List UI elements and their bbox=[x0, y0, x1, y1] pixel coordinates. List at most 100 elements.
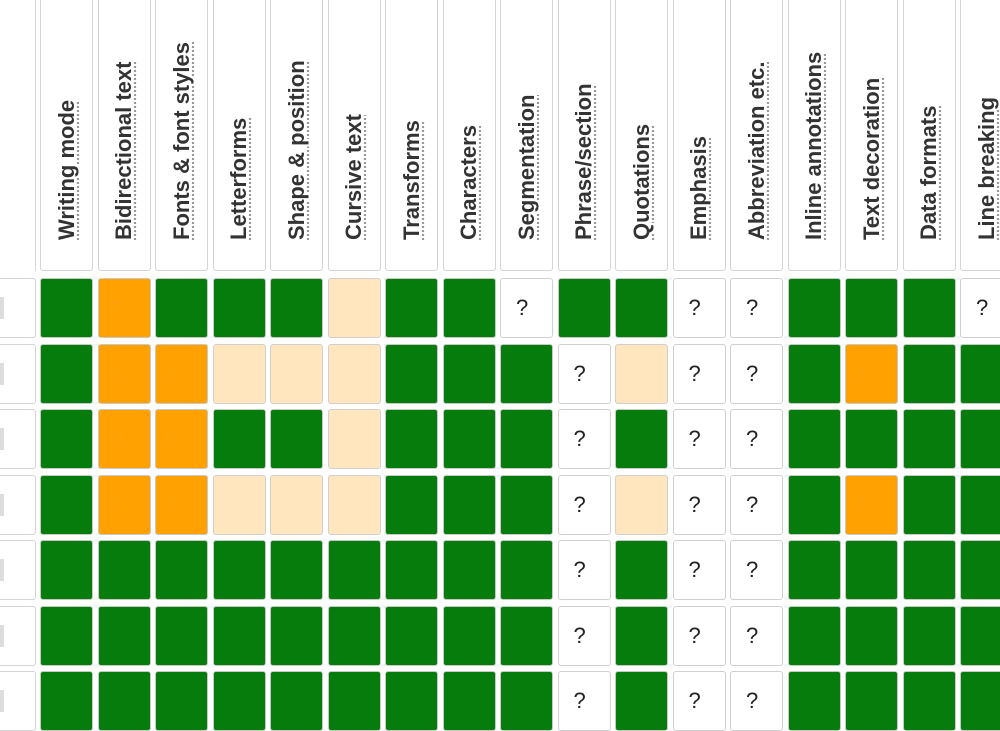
status-cell[interactable] bbox=[557, 278, 611, 338]
status-cell[interactable] bbox=[615, 343, 668, 404]
status-cell[interactable] bbox=[442, 474, 496, 535]
status-cell[interactable] bbox=[327, 474, 381, 535]
status-cell[interactable]: ! bbox=[155, 474, 208, 535]
status-cell[interactable] bbox=[155, 540, 208, 600]
status-cell[interactable]: ? bbox=[672, 343, 726, 404]
status-cell[interactable] bbox=[270, 605, 323, 666]
row-label-cell[interactable] bbox=[0, 343, 36, 404]
status-cell[interactable] bbox=[845, 605, 898, 666]
status-cell[interactable]: ? bbox=[672, 605, 726, 666]
status-cell[interactable] bbox=[40, 540, 93, 600]
status-cell[interactable] bbox=[960, 343, 1000, 404]
status-cell[interactable] bbox=[40, 409, 93, 469]
status-cell[interactable] bbox=[615, 605, 668, 666]
status-cell[interactable] bbox=[960, 540, 1000, 600]
status-cell[interactable]: ? bbox=[730, 278, 783, 338]
status-cell[interactable] bbox=[902, 540, 956, 600]
status-cell[interactable]: ? bbox=[557, 343, 611, 404]
status-cell[interactable] bbox=[442, 278, 496, 338]
row-label-cell[interactable] bbox=[0, 671, 36, 731]
status-cell[interactable]: ! bbox=[97, 278, 151, 338]
status-cell[interactable]: ! bbox=[97, 474, 151, 535]
status-cell[interactable] bbox=[615, 540, 668, 600]
status-cell[interactable] bbox=[787, 671, 841, 731]
status-cell[interactable] bbox=[442, 671, 496, 731]
column-header-shape-and-position[interactable]: Shape & position bbox=[270, 0, 323, 271]
status-cell[interactable] bbox=[442, 343, 496, 404]
status-cell[interactable] bbox=[270, 278, 323, 338]
status-cell[interactable] bbox=[845, 671, 898, 731]
status-cell[interactable] bbox=[787, 605, 841, 666]
status-cell[interactable] bbox=[155, 278, 208, 338]
status-cell[interactable] bbox=[40, 474, 93, 535]
status-cell[interactable] bbox=[902, 605, 956, 666]
status-cell[interactable]: ? bbox=[730, 540, 783, 600]
status-cell[interactable]: ! bbox=[155, 343, 208, 404]
column-header-inline-annotations[interactable]: Inline annotations bbox=[787, 0, 841, 271]
column-header-cursive-text[interactable]: Cursive text bbox=[327, 0, 381, 271]
status-cell[interactable] bbox=[845, 278, 898, 338]
status-cell[interactable] bbox=[500, 474, 553, 535]
status-cell[interactable] bbox=[212, 671, 266, 731]
column-header-transforms[interactable]: Transforms bbox=[385, 0, 438, 271]
column-header-characters[interactable]: Characters bbox=[442, 0, 496, 271]
status-cell[interactable] bbox=[212, 605, 266, 666]
status-cell[interactable] bbox=[615, 671, 668, 731]
status-cell[interactable] bbox=[270, 343, 323, 404]
status-cell[interactable] bbox=[500, 605, 553, 666]
status-cell[interactable] bbox=[385, 409, 438, 469]
status-cell[interactable] bbox=[212, 409, 266, 469]
status-cell[interactable] bbox=[270, 409, 323, 469]
status-cell[interactable] bbox=[270, 671, 323, 731]
status-cell[interactable] bbox=[385, 605, 438, 666]
column-header-fonts-and-font-styles[interactable]: Fonts & font styles bbox=[155, 0, 208, 271]
status-cell[interactable] bbox=[902, 343, 956, 404]
status-cell[interactable]: ? bbox=[500, 278, 553, 338]
status-cell[interactable]: ? bbox=[960, 278, 1000, 338]
status-cell[interactable] bbox=[960, 605, 1000, 666]
status-cell[interactable] bbox=[327, 343, 381, 404]
status-cell[interactable]: ? bbox=[672, 278, 726, 338]
status-cell[interactable] bbox=[787, 540, 841, 600]
status-cell[interactable] bbox=[327, 605, 381, 666]
status-cell[interactable] bbox=[212, 343, 266, 404]
status-cell[interactable] bbox=[40, 278, 93, 338]
status-cell[interactable]: ? bbox=[730, 671, 783, 731]
status-cell[interactable] bbox=[442, 540, 496, 600]
status-cell[interactable] bbox=[97, 540, 151, 600]
status-cell[interactable] bbox=[960, 474, 1000, 535]
status-cell[interactable]: ! bbox=[97, 409, 151, 469]
status-cell[interactable]: ? bbox=[557, 605, 611, 666]
status-cell[interactable] bbox=[442, 409, 496, 469]
status-cell[interactable] bbox=[327, 278, 381, 338]
status-cell[interactable] bbox=[960, 671, 1000, 731]
status-cell[interactable] bbox=[385, 343, 438, 404]
status-cell[interactable]: ? bbox=[557, 540, 611, 600]
status-cell[interactable]: ? bbox=[730, 474, 783, 535]
status-cell[interactable] bbox=[902, 474, 956, 535]
status-cell[interactable]: ? bbox=[672, 409, 726, 469]
status-cell[interactable]: ! bbox=[155, 409, 208, 469]
status-cell[interactable] bbox=[902, 278, 956, 338]
status-cell[interactable] bbox=[327, 409, 381, 469]
status-cell[interactable] bbox=[902, 671, 956, 731]
status-cell[interactable] bbox=[40, 605, 93, 666]
row-label-cell[interactable] bbox=[0, 409, 36, 469]
status-cell[interactable] bbox=[500, 343, 553, 404]
status-cell[interactable] bbox=[787, 278, 841, 338]
status-cell[interactable] bbox=[212, 474, 266, 535]
status-cell[interactable] bbox=[270, 474, 323, 535]
status-cell[interactable] bbox=[902, 409, 956, 469]
row-label-cell[interactable] bbox=[0, 278, 36, 338]
row-label-cell[interactable] bbox=[0, 540, 36, 600]
status-cell[interactable] bbox=[787, 343, 841, 404]
status-cell[interactable]: ? bbox=[730, 343, 783, 404]
status-cell[interactable] bbox=[960, 409, 1000, 469]
status-cell[interactable]: ! bbox=[845, 474, 898, 535]
status-cell[interactable] bbox=[615, 278, 668, 338]
status-cell[interactable] bbox=[615, 409, 668, 469]
status-cell[interactable] bbox=[787, 409, 841, 469]
column-header-line-breaking[interactable]: Line breaking bbox=[960, 0, 1000, 271]
status-cell[interactable] bbox=[385, 540, 438, 600]
row-label-cell[interactable] bbox=[0, 605, 36, 666]
